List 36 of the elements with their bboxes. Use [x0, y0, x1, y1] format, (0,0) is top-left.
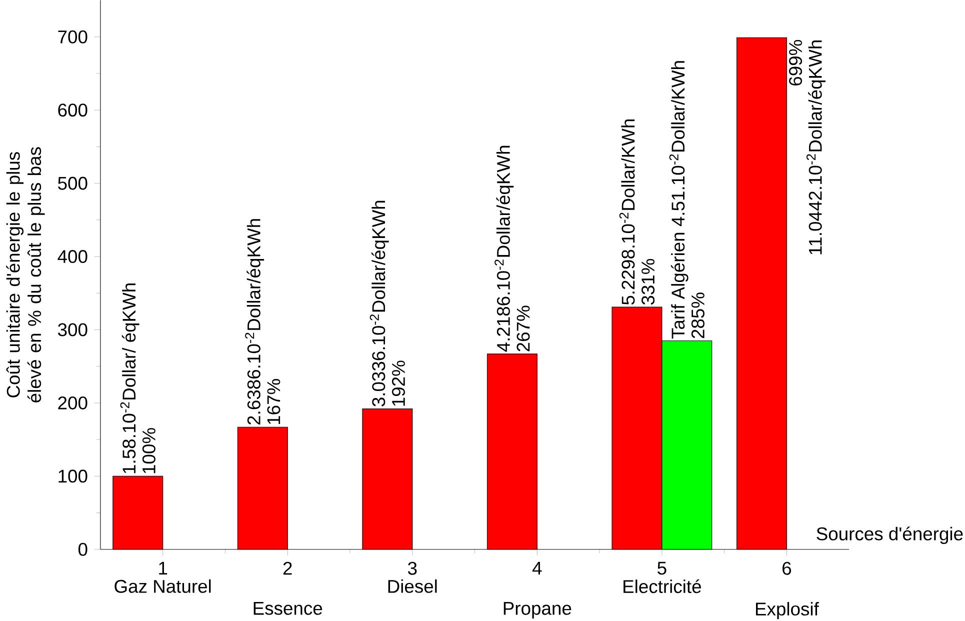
- annotation: Propane: [504, 602, 572, 619]
- x-axis-title: Sources d'énergie: [816, 526, 963, 544]
- data-label: 100%: [142, 428, 156, 474]
- data-label: 267%: [516, 306, 530, 352]
- y-tick-label: 0: [78, 543, 88, 556]
- y-tick-label: 100: [58, 470, 88, 483]
- data-label: 699%: [789, 40, 802, 86]
- x-tick-label: 3: [408, 562, 417, 576]
- data-label: 331%: [642, 259, 655, 305]
- annotation: 5.2298.10$^{-2}$Dollar/KWh: [619, 120, 635, 305]
- annotation: Tarif Algérien 4.51.10$^{-2}$Dollar/KWh: [669, 61, 688, 339]
- data-label: 167%: [267, 379, 280, 424]
- annotation: Diesel: [388, 580, 437, 594]
- y-tick-label: 600: [58, 104, 88, 117]
- y-tick-label: 400: [58, 250, 88, 264]
- annotation: Essence: [254, 602, 322, 616]
- y-axis-title: Coût unitaire d'énergie le plus élevé en % du coût le plus bas: [6, 147, 45, 403]
- x-tick-label: 4: [532, 562, 542, 575]
- annotation: 2.6386.10$^{-2}$Dollar/éqKWh: [245, 219, 264, 425]
- data-label: 192%: [392, 360, 405, 406]
- x-tick-label: 6: [782, 562, 792, 576]
- annotation: Gaz Naturel: [114, 580, 211, 594]
- y-tick-label: 700: [58, 30, 88, 44]
- x-tick-label: 2: [283, 562, 292, 575]
- x-tick-label: 1: [159, 562, 168, 575]
- annotation: 4.2186.10$^{-2}$Dollar/éqKWh: [494, 146, 514, 352]
- annotation: 11.0442.10$^{-2}$Dollar/éqKWh: [806, 40, 826, 254]
- y-tick-label: 200: [58, 396, 88, 410]
- y-tick-label: 300: [58, 323, 88, 336]
- y-tick-label: 500: [58, 177, 88, 190]
- x-tick-label: 5: [658, 562, 666, 575]
- data-label: 285%: [691, 292, 704, 338]
- annotation: 1.58.10$^{-2}$Dollar/ éqKWh: [120, 284, 140, 474]
- annotation: Explosif: [756, 602, 819, 620]
- annotation: Electricité: [624, 580, 701, 594]
- annotation: 3.0336.10$^{-2}$Dollar/éqKWh: [370, 201, 389, 407]
